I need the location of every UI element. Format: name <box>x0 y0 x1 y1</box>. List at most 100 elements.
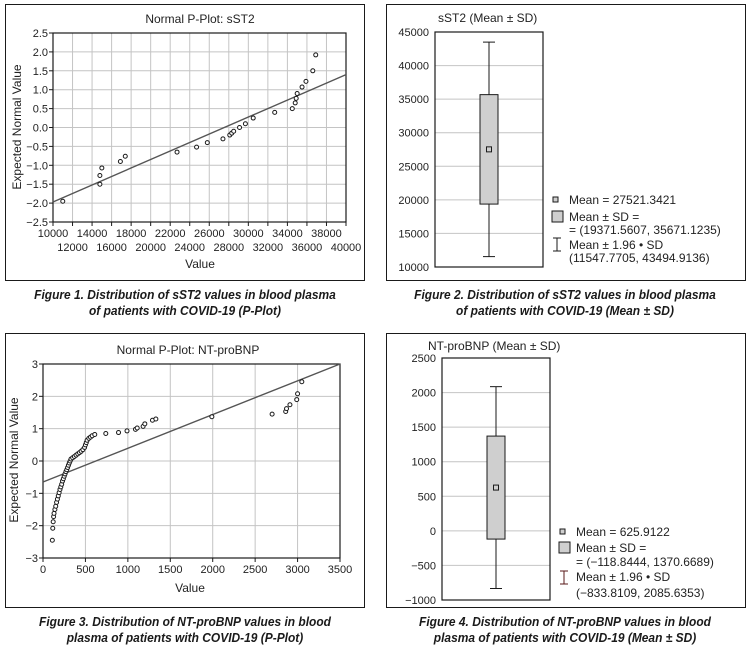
x-tick-label: 16000 <box>96 242 127 254</box>
y-tick-label: 2500 <box>412 353 436 365</box>
x-tick-label: 3500 <box>328 564 352 576</box>
legend-mean-label: Mean = 27521.3421 <box>569 193 676 207</box>
y-axis-label: Expected Normal Value <box>10 64 24 190</box>
x-tick-label: 28000 <box>214 242 245 254</box>
data-point <box>60 198 66 204</box>
caption-line: Figure 1. Distribution of sST2 values in… <box>34 287 336 302</box>
y-tick-label: 20000 <box>398 195 429 207</box>
legend-ci-range: (11547.7705, 43494.9136) <box>569 251 710 265</box>
y-tick-label: 0 <box>32 456 38 468</box>
x-tick-label: 40000 <box>331 242 362 254</box>
legend-mean-icon <box>552 196 559 203</box>
data-point <box>220 136 226 142</box>
data-point <box>50 519 56 525</box>
y-tick-label: −1000 <box>405 595 436 607</box>
data-point <box>299 84 305 90</box>
chart-title: sST2 (Mean ± SD) <box>438 11 537 25</box>
y-tick-label: 0.5 <box>33 104 48 116</box>
x-tick-label: 2000 <box>200 564 224 576</box>
y-tick-label: 0.0 <box>33 123 48 135</box>
y-tick-label: 0 <box>430 526 436 538</box>
data-point <box>122 153 128 159</box>
x-axis-label: Value <box>185 257 215 271</box>
figure-1-frame <box>5 4 365 281</box>
x-tick-label: 2500 <box>243 564 267 576</box>
data-point <box>237 125 243 130</box>
data-point <box>194 144 200 150</box>
x-tick-label: 0 <box>40 564 46 576</box>
legend-ci-label: Mean ± 1.96 • SD <box>576 570 671 584</box>
data-point <box>294 397 300 403</box>
figure-4-caption: Figure 4. Distribution of NT-proBNP valu… <box>395 614 735 646</box>
data-point <box>153 416 159 422</box>
y-tick-label: 1500 <box>412 422 436 434</box>
y-axis-label: Expected Normal Value <box>7 397 21 523</box>
mean-marker <box>493 484 499 491</box>
y-tick-label: 2000 <box>412 388 436 400</box>
y-tick-label: −1.0 <box>26 160 48 172</box>
x-tick-label: 500 <box>76 564 94 576</box>
figure-1-caption: Figure 1. Distribution of sST2 values in… <box>15 287 355 319</box>
y-tick-label: −0.5 <box>26 141 48 153</box>
data-point <box>134 425 140 431</box>
legend-mean-icon <box>559 528 566 535</box>
legend-sd-icon <box>551 210 564 223</box>
x-tick-label: 1500 <box>158 564 182 576</box>
figure-2-frame <box>386 4 746 281</box>
data-point <box>287 402 293 408</box>
x-tick-label: 18000 <box>116 228 147 240</box>
y-tick-label: 3 <box>32 359 38 371</box>
caption-line: plasma of patients with COVID-19 (Mean ±… <box>433 630 697 645</box>
data-point <box>294 90 300 96</box>
data-point <box>242 121 248 127</box>
x-tick-label: 1000 <box>116 564 140 576</box>
y-tick-label: 1000 <box>412 457 436 469</box>
x-tick-label: 34000 <box>272 228 303 240</box>
caption-line: Figure 2. Distribution of sST2 values in… <box>414 287 716 302</box>
y-tick-label: 2.5 <box>33 28 48 40</box>
data-point <box>117 159 123 165</box>
y-tick-label: 30000 <box>398 128 429 140</box>
data-point <box>49 537 55 543</box>
y-tick-label: 500 <box>418 491 436 503</box>
x-tick-label: 10000 <box>38 228 69 240</box>
data-point <box>50 525 56 531</box>
chart-title: Normal P-Plot: sST2 <box>145 12 255 26</box>
y-tick-label: 1 <box>32 424 38 436</box>
legend-whisker-icon <box>560 570 568 585</box>
x-tick-label: 36000 <box>292 242 323 254</box>
plot-area <box>434 31 544 268</box>
data-point <box>269 411 275 417</box>
x-tick-label: 20000 <box>135 242 166 254</box>
data-point <box>231 128 237 134</box>
legend: Mean = 625.9122 Mean ± SD = = (−118.8444… <box>558 525 714 600</box>
y-tick-label: 2.0 <box>33 47 48 59</box>
figure-2-caption: Figure 2. Distribution of sST2 values in… <box>395 287 735 319</box>
x-tick-label: 32000 <box>253 242 284 254</box>
y-tick-label: 40000 <box>398 61 429 73</box>
y-tick-label: 1.0 <box>33 85 48 97</box>
caption-line: Figure 3. Distribution of NT-proBNP valu… <box>39 614 331 629</box>
data-point <box>97 173 103 179</box>
y-tick-label: 35000 <box>398 94 429 106</box>
y-tick-label: −2.0 <box>26 198 48 210</box>
data-point <box>299 379 305 385</box>
data-point <box>284 406 290 412</box>
data-point <box>250 115 256 121</box>
legend-sd-label: Mean ± SD = <box>576 541 646 555</box>
legend-ci-label: Mean ± 1.96 • SD <box>569 238 664 252</box>
legend-whisker-icon <box>553 237 561 252</box>
data-point <box>295 391 301 397</box>
legend-sd-range: = (−118.8444, 1370.6689) <box>576 555 714 569</box>
legend-sd-range: = (19371.5607, 35671.1235) <box>569 223 721 237</box>
x-tick-label: 26000 <box>194 228 225 240</box>
legend: Mean = 27521.3421 Mean ± SD = = (19371.5… <box>551 193 721 265</box>
y-tick-label: 10000 <box>398 262 429 274</box>
plot-area <box>441 357 551 601</box>
x-tick-label: 30000 <box>233 228 264 240</box>
data-point <box>142 421 148 427</box>
chart-title: Normal P-Plot: NT-proBNP <box>117 343 260 357</box>
